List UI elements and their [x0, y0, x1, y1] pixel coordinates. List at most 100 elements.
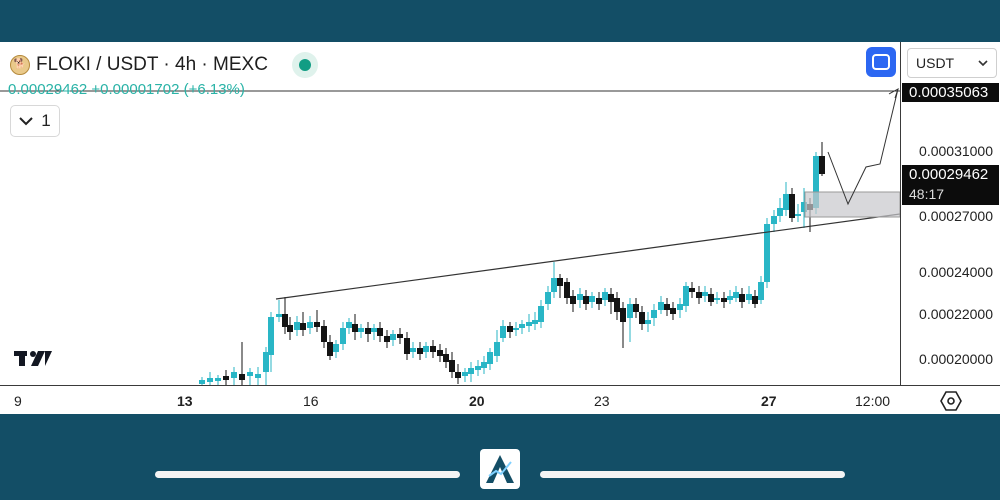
candle-body	[239, 374, 245, 380]
candle-body	[384, 336, 390, 342]
candle-body	[614, 298, 620, 312]
candle-body	[494, 342, 500, 356]
settings-hexagon-icon	[940, 391, 962, 411]
ascending-trendline	[275, 213, 900, 300]
chevron-down-icon	[19, 116, 33, 125]
candle-body	[813, 156, 819, 208]
fullscreen-button[interactable]	[866, 47, 896, 77]
candle-body	[500, 326, 506, 338]
candle-body	[417, 348, 423, 354]
candle-body	[346, 322, 352, 328]
chart-panel: 🐕 FLOKI / USDT · 4h · MEXC 0.00029462 +0…	[0, 42, 1000, 414]
candle-body	[789, 194, 795, 218]
candle-body	[577, 294, 583, 300]
projection-arrowhead	[888, 87, 899, 99]
candle-body	[437, 350, 443, 356]
candle-body	[777, 208, 783, 216]
candle-countdown: 48:17	[909, 186, 945, 202]
candle-body	[430, 346, 436, 352]
time-axis-label: 27	[761, 393, 777, 409]
candle-body	[282, 314, 288, 327]
candle-body	[333, 344, 339, 352]
candle-body	[268, 317, 274, 355]
candle-body	[397, 334, 403, 338]
price-axis-label: 0.00031000	[919, 143, 993, 159]
target-price-label: 0.00035063	[902, 83, 999, 102]
candle-body	[633, 304, 639, 312]
indicator-count: 1	[41, 111, 51, 130]
price-axis-label: 0.00020000	[919, 351, 993, 367]
candle-body	[352, 324, 358, 332]
price-axis[interactable]: USDT 0.00035063 0.00031000 0.00029462 48…	[900, 42, 1000, 385]
projection-path	[827, 88, 899, 206]
candle-body	[365, 328, 371, 334]
chart-settings-button[interactable]	[940, 391, 962, 416]
decorative-bar-left	[155, 471, 460, 478]
candle-body	[475, 366, 481, 370]
candlestick-chart[interactable]	[0, 42, 900, 385]
price-axis-label: 0.00027000	[919, 208, 993, 224]
candle-body	[215, 378, 221, 381]
currency-select-value: USDT	[916, 55, 955, 71]
candle-body	[390, 334, 396, 340]
candle-body	[207, 378, 213, 382]
candle-body	[223, 376, 229, 380]
candle-body	[589, 296, 595, 302]
candle-body	[526, 322, 532, 326]
candle-body	[519, 324, 525, 328]
candle-body	[564, 282, 570, 298]
candle-body	[645, 320, 651, 324]
candle-body	[551, 278, 557, 292]
candle-body	[300, 323, 306, 330]
candle-body	[752, 296, 758, 304]
candle-body	[764, 224, 770, 282]
time-axis-label: 13	[177, 393, 193, 409]
brand-a-logo-icon	[480, 449, 520, 489]
candle-body	[583, 296, 589, 304]
candle-body	[468, 368, 474, 374]
candle-body	[783, 194, 789, 210]
ohlc-legend: 0.00029462 +0.00001702 (+6.13%)	[8, 81, 245, 98]
price-axis-label: 0.00024000	[919, 264, 993, 280]
candle-body	[307, 322, 313, 328]
candle-body	[727, 296, 733, 300]
candle-body	[689, 288, 695, 292]
symbol-header[interactable]: 🐕 FLOKI / USDT · 4h · MEXC	[10, 52, 318, 78]
candle-body	[513, 328, 519, 330]
candle-body	[532, 320, 538, 324]
candle-body	[487, 352, 493, 364]
candle-body	[714, 298, 720, 300]
candle-body	[819, 156, 825, 174]
candle-body	[455, 372, 461, 378]
symbol-title: FLOKI / USDT · 4h · MEXC	[36, 54, 268, 75]
candle-body	[708, 294, 714, 302]
candle-body	[639, 312, 645, 324]
candle-body	[721, 298, 727, 302]
candle-body	[733, 292, 739, 298]
currency-select[interactable]: USDT	[907, 48, 997, 78]
price-axis-label: 0.00022000	[919, 306, 993, 322]
candle-body	[602, 292, 608, 300]
candle-body	[557, 278, 563, 286]
candle-body	[371, 328, 377, 332]
candle-body	[321, 326, 327, 342]
candle-body	[739, 294, 745, 302]
candle-body	[255, 374, 261, 378]
candle-body	[683, 286, 689, 306]
candle-body	[231, 372, 237, 378]
candle-body	[423, 346, 429, 352]
tradingview-logo-icon[interactable]	[14, 348, 54, 373]
decorative-bar-right	[540, 471, 845, 478]
candle-body	[263, 352, 269, 372]
time-axis-label: 20	[469, 393, 485, 409]
candle-body	[340, 328, 346, 344]
time-axis[interactable]: 9 13 16 20 23 27 12:00	[0, 385, 1000, 415]
candle-body	[620, 308, 626, 322]
current-price-label: 0.00029462 48:17	[902, 165, 999, 205]
market-status-indicator[interactable]	[291, 52, 318, 78]
candle-body	[677, 304, 683, 310]
collapse-indicators-button[interactable]: 1	[10, 105, 60, 137]
chart-area[interactable]: 🐕 FLOKI / USDT · 4h · MEXC 0.00029462 +0…	[0, 42, 900, 385]
candle-body	[327, 342, 333, 356]
candle-body	[404, 338, 410, 354]
